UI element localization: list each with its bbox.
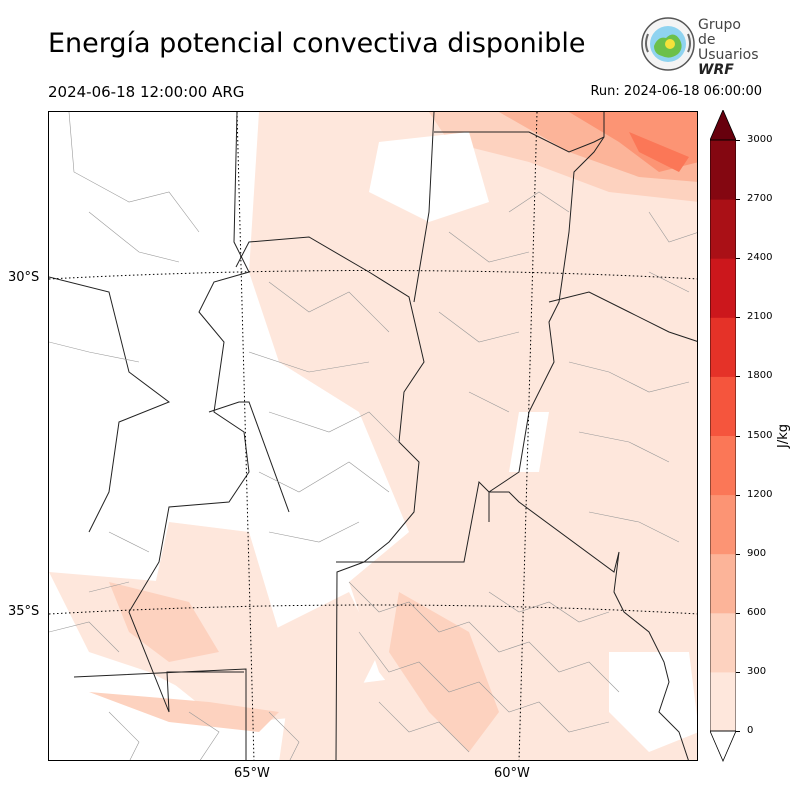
run-time-label: Run: 2024-06-18 06:00:00 — [590, 84, 762, 99]
map-title: Energía potencial convectiva disponible — [48, 28, 586, 59]
logo-line3: WRF — [698, 62, 734, 78]
colorbar-segment — [710, 494, 736, 555]
colorbar-tick-mark — [736, 140, 740, 141]
colorbar-tick-label: 300 — [747, 665, 767, 677]
colorbar-tick-label: 600 — [747, 606, 767, 618]
colorbar-tick-mark — [736, 435, 740, 437]
colorbar-tick-mark — [736, 612, 740, 614]
colorbar-segment — [710, 435, 736, 496]
colorbar-segment — [710, 671, 736, 732]
colorbar-tick-mark — [736, 494, 740, 496]
colorbar-segment — [710, 317, 736, 377]
colorbar-segment — [710, 258, 736, 318]
colorbar-frame — [710, 139, 736, 732]
colorbar-segment — [710, 612, 736, 673]
colorbar-segment — [710, 140, 736, 200]
colorbar-over-triangle — [710, 110, 736, 141]
colorbar-tick-mark — [736, 317, 740, 319]
colorbar-tick-label: 1200 — [747, 488, 773, 500]
colorbar-tick-mark — [736, 199, 740, 201]
colorbar-segments — [710, 140, 736, 732]
colorbar-tick-label: 1500 — [747, 429, 773, 441]
graticule — [49, 112, 697, 760]
logo-line1: Grupo de — [698, 17, 741, 48]
colorbar-tick-label: 0 — [747, 725, 754, 736]
colorbar-tick-label: 2700 — [747, 193, 773, 205]
colorbar-tick-mark — [736, 553, 740, 555]
colorbar — [710, 110, 736, 762]
colorbar-tick-label: 2400 — [747, 252, 773, 264]
colorbar-tick-mark — [736, 671, 740, 673]
colorbar-segment — [710, 199, 736, 259]
colorbar-tick-mark — [736, 376, 740, 378]
wrf-logo: Grupo de Usuarios WRF — [640, 16, 760, 78]
cape-map — [48, 111, 698, 761]
lon-label-60w: 60°W — [494, 766, 530, 781]
lon-label-65w: 65°W — [234, 766, 270, 781]
colorbar-tick-mark — [736, 731, 740, 732]
colorbar-tick-label: 2100 — [747, 311, 773, 323]
logo-line2: Usuarios — [698, 47, 759, 63]
colorbar-segment — [710, 376, 736, 436]
valid-time-label: 2024-06-18 12:00:00 ARG — [48, 83, 245, 101]
colorbar-tick-label: 1800 — [747, 370, 773, 382]
province-boundaries — [49, 112, 697, 760]
logo-emblem-icon — [641, 17, 695, 71]
department-boundaries — [49, 112, 697, 760]
lat-label-35s: 35°S — [8, 604, 40, 619]
lat-label-30s: 30°S — [8, 270, 40, 285]
logo-text: Grupo de Usuarios WRF — [698, 18, 760, 78]
colorbar-under-triangle — [710, 730, 736, 762]
colorbar-tick-mark — [736, 258, 740, 260]
colorbar-segment — [710, 553, 736, 614]
colorbar-tick-label: 900 — [747, 547, 767, 559]
colorbar-unit-label: J/kg — [776, 424, 791, 448]
map-canvas — [49, 112, 697, 760]
colorbar-tick-label: 3000 — [747, 134, 773, 145]
